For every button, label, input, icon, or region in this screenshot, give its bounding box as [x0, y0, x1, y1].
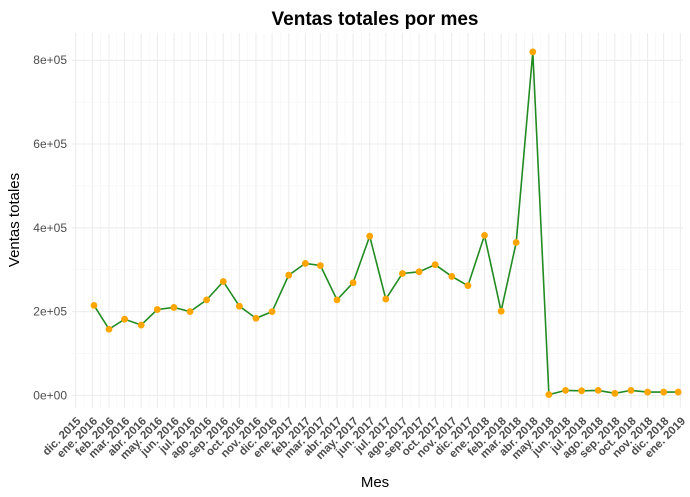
data-point [497, 307, 505, 315]
chart-title: Ventas totales por mes [272, 9, 479, 30]
data-point [349, 279, 357, 287]
data-point [105, 325, 113, 333]
y-tick-label: 6e+05 [33, 137, 67, 151]
data-point [415, 268, 423, 276]
y-tick-label: 2e+05 [33, 305, 67, 319]
data-point [316, 262, 324, 269]
data-point [481, 231, 488, 239]
data-point [301, 260, 309, 267]
data-point [562, 387, 569, 394]
data-point [674, 388, 682, 396]
data-point [529, 48, 537, 56]
y-tick-label: 8e+05 [33, 53, 67, 67]
data-point [252, 314, 260, 322]
data-point [153, 306, 161, 313]
data-point [448, 273, 456, 280]
x-axis-title: Mes [361, 474, 389, 491]
y-axis-ticks: 0e+00 2e+05 4e+05 6e+05 8e+05 [33, 53, 67, 402]
data-point [431, 261, 439, 269]
y-axis-title: Ventas totales [6, 173, 23, 267]
data-point [170, 304, 178, 311]
data-point [611, 389, 619, 397]
series-layer [90, 48, 682, 398]
data-point [627, 387, 635, 394]
data-point [382, 295, 390, 303]
data-point [219, 278, 227, 285]
data-point [121, 315, 128, 323]
data-point [545, 391, 553, 398]
data-point [203, 296, 211, 304]
data-point [137, 321, 145, 329]
data-point [366, 232, 374, 240]
data-point [594, 387, 602, 394]
data-point [399, 270, 406, 277]
data-point [578, 387, 586, 395]
grid-lines [72, 33, 683, 408]
y-tick-label: 0e+00 [33, 388, 67, 402]
data-point [90, 301, 98, 309]
data-point [333, 296, 341, 304]
data-point [235, 302, 243, 310]
data-point [186, 308, 194, 316]
data-point [644, 388, 651, 396]
data-point [660, 388, 668, 396]
data-point [464, 282, 472, 290]
data-point [285, 271, 293, 279]
y-tick-label: 4e+05 [33, 221, 67, 235]
data-point [512, 239, 520, 246]
data-point [268, 308, 276, 316]
